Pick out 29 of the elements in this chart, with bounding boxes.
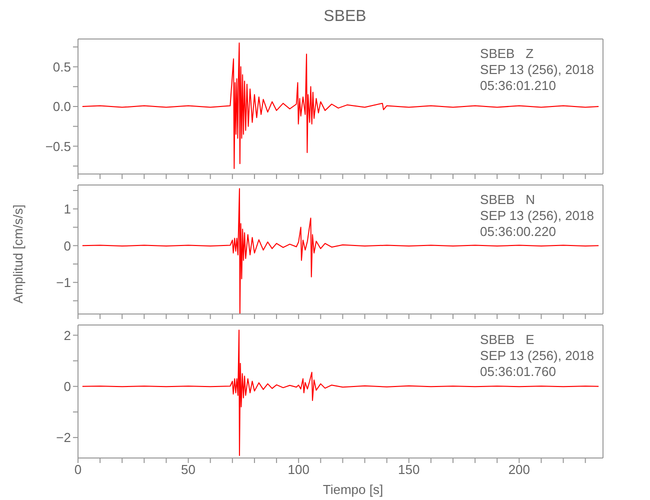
y-tick-label: 1 <box>64 202 71 217</box>
annotation: SEP 13 (256), 2018 <box>480 62 594 78</box>
y-tick-label: 2 <box>64 328 71 343</box>
line-series <box>82 42 600 169</box>
annotation: SEP 13 (256), 2018 <box>480 348 594 364</box>
y-tick-label: 0.5 <box>52 59 71 74</box>
x-tick-label: 50 <box>181 462 196 478</box>
y-tick-label: −2 <box>56 430 71 446</box>
line-series <box>82 330 600 456</box>
x-tick-label: 100 <box>288 462 310 478</box>
annotation: SBEB N <box>480 192 536 208</box>
chart-title: SBEB <box>322 8 368 27</box>
annotation: SEP 13 (256), 2018 <box>480 208 594 224</box>
annotation: 05:36:01.210 <box>480 78 557 94</box>
y-tick-label: −0.5 <box>45 138 71 154</box>
x-axis-title: Tiempo [s] <box>322 482 384 497</box>
annotation: SBEB E <box>480 332 536 348</box>
y-axis-title: Amplitud [cm/s/s] <box>10 204 26 304</box>
annotation: 05:36:00.220 <box>480 224 557 240</box>
x-tick-label: 200 <box>508 462 530 478</box>
annotation: SBEB Z <box>480 46 535 62</box>
annotation: 05:36:01.760 <box>480 364 557 380</box>
y-tick-label: −1 <box>56 275 71 290</box>
x-tick-label: 0 <box>74 462 82 478</box>
y-tick-label: 0 <box>64 379 71 394</box>
y-tick-label: 0.0 <box>52 99 71 114</box>
y-tick-label: 0 <box>64 238 71 254</box>
line-series <box>82 188 600 314</box>
x-tick-label: 150 <box>398 462 420 478</box>
